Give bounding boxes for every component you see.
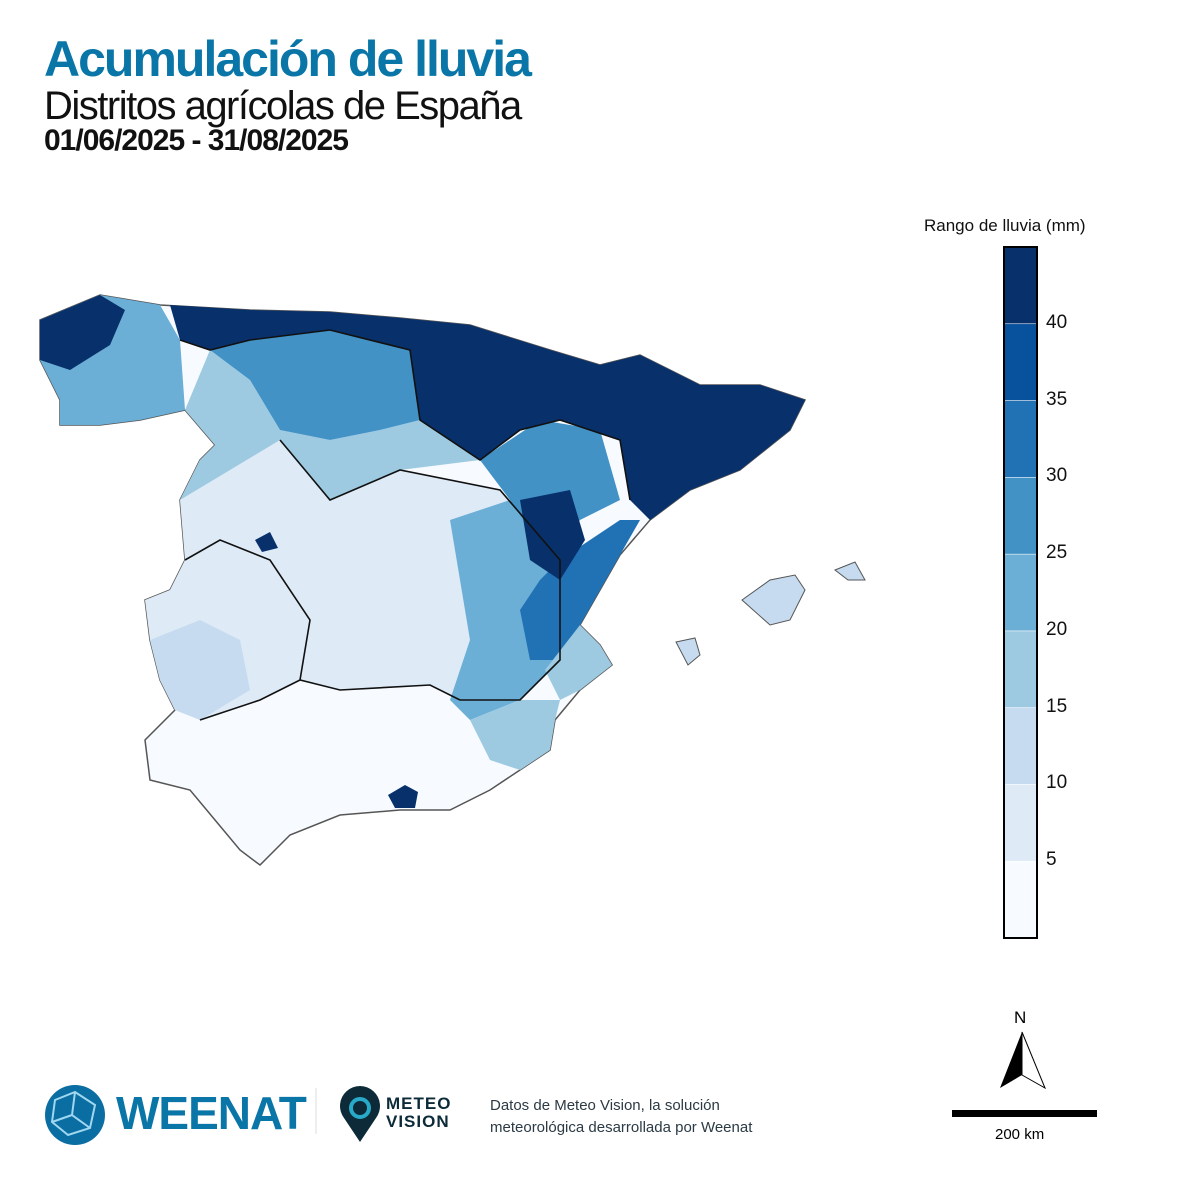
legend-title: Rango de lluvia (mm) (924, 216, 1086, 235)
north-arrow-icon (1000, 1031, 1047, 1090)
legend-swatch (1003, 860, 1038, 939)
meteo-vision-brand: METEO VISION (386, 1095, 451, 1131)
scale-bar (952, 1110, 1097, 1117)
legend-swatch (1003, 477, 1038, 555)
map-title: Acumulación de lluvia (44, 31, 532, 87)
legend-tick-label: 5 (1046, 849, 1057, 871)
vision-line: VISION (386, 1112, 450, 1131)
region-valencia-coast (545, 625, 612, 700)
meteo-vision-pin-icon (340, 1086, 380, 1142)
region-teruel-dark (520, 490, 585, 580)
legend-swatch (1003, 323, 1038, 401)
region-granada-dark (388, 785, 418, 808)
meteo-line: METEO (386, 1094, 452, 1113)
island-ibiza (675, 637, 701, 666)
credit-text: Datos de Meteo Vision, la solución meteor… (490, 1095, 752, 1139)
legend-swatch (1003, 784, 1038, 862)
legend-swatch (1003, 553, 1038, 632)
legend-swatch (1003, 630, 1038, 708)
region-murcia (470, 700, 560, 770)
region-north-dark (170, 305, 805, 520)
region-castilla-north (210, 330, 420, 440)
region-center (145, 440, 560, 720)
community-borders (179, 329, 631, 721)
legend-tick-label: 10 (1046, 772, 1068, 794)
map-subtitle: Distritos agrícolas de España (44, 84, 522, 128)
island-menorca (833, 561, 866, 581)
region-extremadura-mix (150, 620, 250, 720)
scale-label: 200 km (995, 1126, 1045, 1143)
north-label: N (1014, 1008, 1027, 1027)
legend-swatch (1003, 707, 1038, 785)
legend-swatch (1003, 400, 1038, 478)
region-galicia-dark (40, 295, 125, 370)
credit-line-1: Datos de Meteo Vision, la solución (490, 1097, 720, 1114)
legend-tick-label: 35 (1046, 388, 1068, 410)
region-valencia (520, 520, 640, 660)
date-range: 01/06/2025 - 31/08/2025 (44, 124, 349, 157)
legend-frame (1003, 246, 1038, 939)
legend-tick-label: 25 (1046, 542, 1068, 564)
legend-tick-label: 40 (1046, 311, 1068, 333)
legend-swatch (1003, 246, 1038, 325)
legend-tick-label: 15 (1046, 695, 1068, 717)
legend-tick-label: 20 (1046, 618, 1068, 640)
island-mallorca (741, 574, 806, 626)
legend-colorbar (1003, 246, 1038, 939)
region-castilla-leon (180, 350, 480, 500)
legend-tick-label: 30 (1046, 465, 1068, 487)
region-aragon-mid (480, 420, 620, 560)
region-madrid-dark (255, 532, 278, 552)
credit-line-2: meteorológica desarrollada por Weenat (490, 1119, 753, 1136)
weenat-brand: WEENAT (116, 1087, 307, 1139)
weenat-logo-icon (45, 1085, 105, 1145)
